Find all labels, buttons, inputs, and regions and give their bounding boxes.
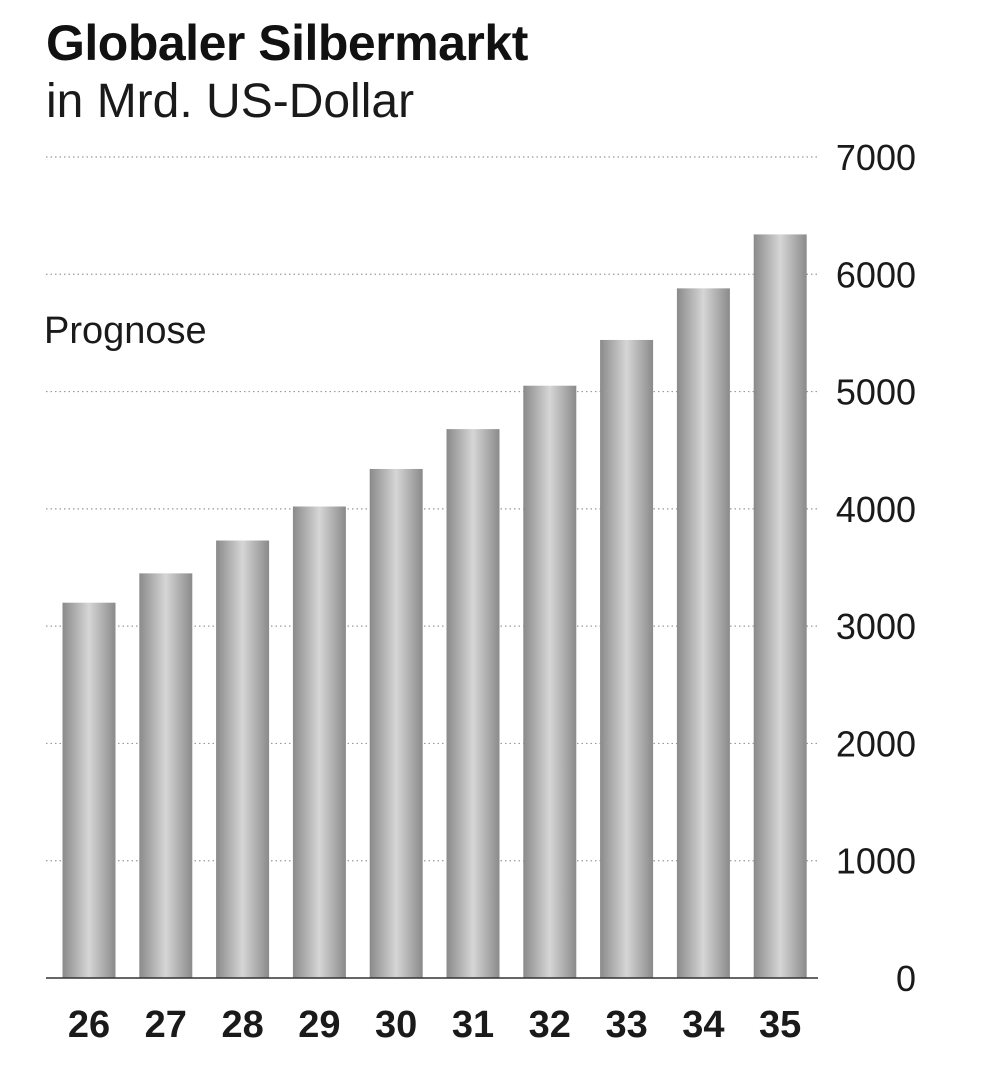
bar-32	[523, 385, 577, 978]
bar-26	[62, 602, 116, 978]
x-tick-label: 34	[682, 1004, 724, 1046]
bar-31	[446, 429, 500, 978]
bar-34	[676, 288, 730, 978]
y-tick-label: 0	[896, 958, 916, 999]
forecast-annotation: Prognose	[44, 310, 207, 352]
chart-subtitle: in Mrd. US-Dollar	[46, 75, 415, 128]
x-tick-label: 35	[759, 1004, 801, 1046]
x-tick-label: 30	[375, 1004, 417, 1046]
x-tick-label: 29	[298, 1004, 340, 1046]
y-tick-label: 1000	[836, 841, 916, 882]
x-tick-label: 32	[529, 1004, 571, 1046]
axes: 0 1000 2000 3000 4000 5000 6000 7000 26 27 28 29 30 3…	[46, 137, 916, 1046]
chart-title: Globaler Silbermarkt	[46, 15, 528, 71]
x-tick-label: 33	[605, 1004, 647, 1046]
y-tick-label: 4000	[836, 489, 916, 530]
bars	[62, 234, 807, 979]
bar-28	[216, 540, 270, 978]
y-tick-label: 3000	[836, 606, 916, 647]
y-tick-label: 6000	[836, 254, 916, 295]
x-tick-label: 28	[221, 1004, 263, 1046]
bar-27	[139, 573, 193, 978]
bar-29	[292, 506, 346, 978]
bar-33	[600, 339, 654, 979]
y-tick-label: 2000	[836, 723, 916, 764]
y-tick-label: 5000	[836, 372, 916, 413]
y-tick-label: 7000	[836, 137, 916, 178]
x-tick-label: 27	[145, 1004, 187, 1046]
bar-35	[753, 234, 807, 978]
bar-30	[369, 468, 423, 978]
x-tick-label: 26	[68, 1004, 110, 1046]
x-tick-label: 31	[452, 1004, 494, 1046]
